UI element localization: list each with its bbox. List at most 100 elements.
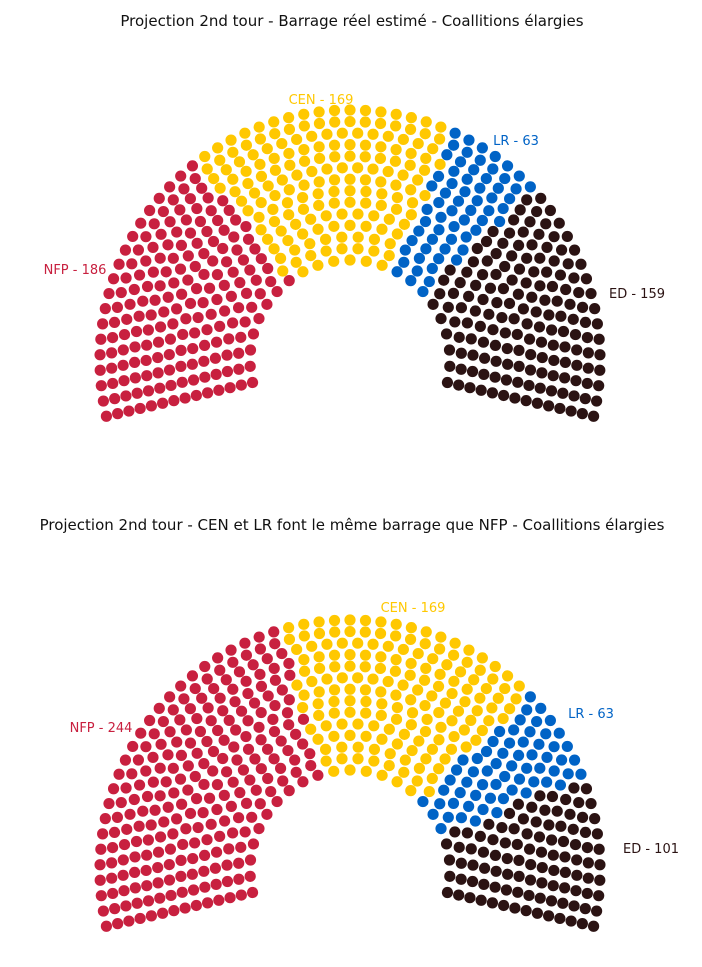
seat-nfp <box>225 290 237 302</box>
seat-ed <box>490 355 502 367</box>
seat-cen <box>454 666 467 678</box>
seat-ed <box>570 375 582 387</box>
seat-cen <box>367 128 379 140</box>
seat-lr <box>438 784 450 796</box>
seat-nfp <box>277 775 289 787</box>
chart-1-seats <box>94 104 606 422</box>
seat-lr <box>548 741 560 753</box>
seat-ed <box>580 783 593 795</box>
seat-ed <box>464 892 476 904</box>
seat-cen <box>305 213 317 225</box>
seat-ed <box>499 327 511 339</box>
seat-nfp <box>235 331 247 343</box>
seat-cen <box>420 626 432 638</box>
seat-ed <box>564 808 576 820</box>
seat-nfp <box>213 384 225 396</box>
seat-cen <box>435 631 447 643</box>
seat-ed <box>560 283 572 296</box>
seat-lr <box>468 164 480 176</box>
seat-ed <box>503 227 516 239</box>
seat-ed <box>559 882 571 894</box>
seat-cen <box>298 665 311 677</box>
seat-ed <box>582 857 594 869</box>
seat-lr <box>469 815 481 827</box>
seat-lr <box>457 754 469 766</box>
seat-nfp <box>234 277 246 289</box>
seat-lr <box>406 234 418 247</box>
seat-lr <box>413 225 425 237</box>
seat-cen <box>359 174 372 186</box>
seat-nfp <box>244 360 256 372</box>
chart-1-title: Projection 2nd tour - Barrage réel estim… <box>120 12 583 30</box>
seat-nfp <box>186 868 198 880</box>
seat-nfp <box>198 778 210 791</box>
seat-ed <box>523 889 535 902</box>
seat-cen <box>461 683 473 695</box>
seat-cen <box>214 154 226 166</box>
seat-cen <box>376 188 388 200</box>
seat-nfp <box>196 182 208 194</box>
seat-lr <box>433 196 445 209</box>
seat-nfp <box>189 837 201 849</box>
seat-cen <box>298 120 310 132</box>
seat-cen <box>336 672 348 684</box>
seat-ed <box>479 352 491 364</box>
seat-nfp <box>240 797 253 809</box>
seat-nfp <box>117 854 129 866</box>
seat-cen <box>328 174 341 186</box>
chart-1-label-nfp: NFP - 186 <box>44 263 107 278</box>
seat-nfp <box>201 834 213 846</box>
seat-ed <box>585 797 597 810</box>
seat-ed <box>545 385 558 397</box>
seat-nfp <box>205 205 217 217</box>
seat-nfp <box>212 652 224 664</box>
seat-nfp <box>187 374 200 386</box>
seat-nfp <box>289 754 301 766</box>
seat-nfp <box>131 387 143 399</box>
seat-nfp <box>210 368 222 380</box>
seat-nfp <box>246 301 258 313</box>
seat-ed <box>567 823 579 835</box>
seat-cen <box>390 179 402 191</box>
seat-nfp <box>233 873 245 885</box>
seat-cen <box>253 121 265 133</box>
seat-cen <box>423 785 435 798</box>
seat-nfp <box>187 884 200 896</box>
seat-nfp <box>240 730 252 743</box>
seat-cen <box>374 152 387 165</box>
seat-lr <box>454 787 466 799</box>
seat-nfp <box>225 800 237 812</box>
seat-ed <box>564 298 576 310</box>
seat-cen <box>298 618 310 630</box>
seat-lr <box>497 747 509 759</box>
seat-nfp <box>120 782 132 794</box>
seat-ed <box>540 218 552 230</box>
seat-nfp <box>120 900 132 912</box>
seat-cen <box>360 197 372 209</box>
seat-ed <box>465 333 477 345</box>
seat-lr <box>501 160 514 172</box>
seat-cen <box>261 233 274 245</box>
seat-ed <box>500 884 513 896</box>
seat-ed <box>512 886 524 898</box>
seat-ed <box>490 865 502 877</box>
seat-nfp <box>142 834 154 846</box>
seat-ed <box>517 813 529 825</box>
seat-cen <box>352 127 364 139</box>
seat-ed <box>526 801 538 813</box>
seat-cen <box>336 637 348 649</box>
seat-cen <box>312 223 324 235</box>
seat-ed <box>455 873 467 885</box>
seat-cen <box>269 128 281 140</box>
seat-nfp <box>145 910 157 922</box>
seat-nfp <box>103 287 115 300</box>
seat-nfp <box>189 770 201 783</box>
chart-2-title: Projection 2nd tour - CEN et LR font le … <box>40 516 665 534</box>
seat-nfp <box>171 303 183 315</box>
seat-cen <box>276 174 288 186</box>
seat-ed <box>471 242 483 255</box>
seat-nfp <box>174 714 186 726</box>
seat-nfp <box>144 204 156 217</box>
seat-lr <box>455 812 468 824</box>
seat-cen <box>283 622 295 634</box>
